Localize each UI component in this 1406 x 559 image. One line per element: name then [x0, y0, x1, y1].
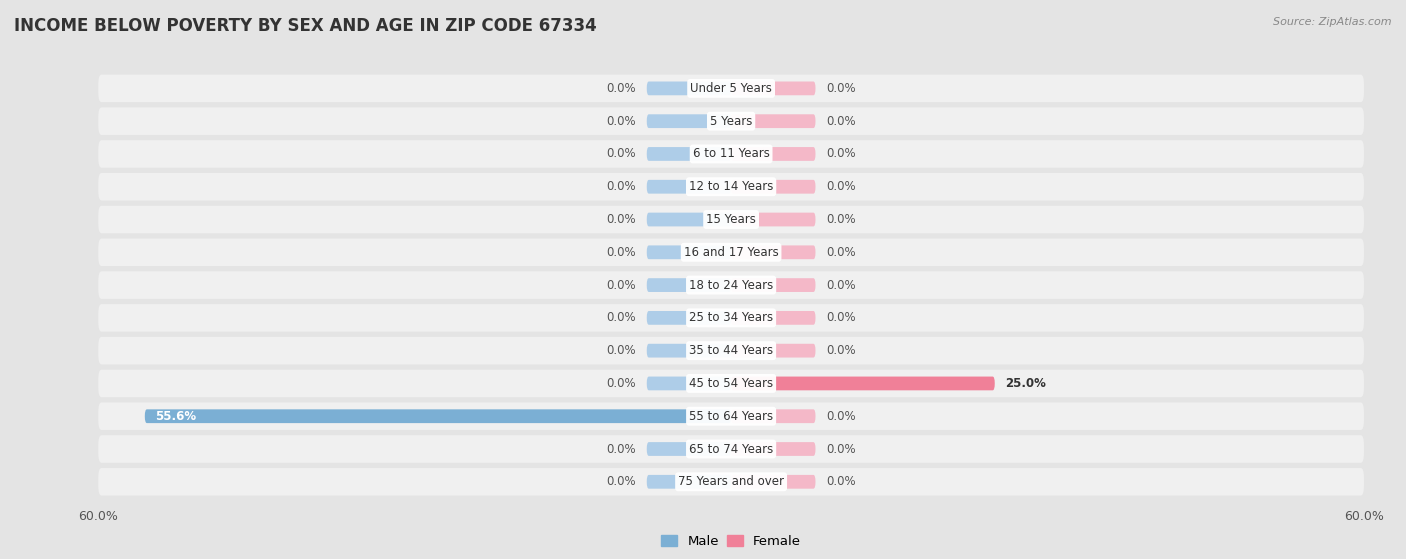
Text: 0.0%: 0.0%	[606, 278, 636, 292]
FancyBboxPatch shape	[731, 278, 815, 292]
FancyBboxPatch shape	[647, 344, 731, 358]
Text: Source: ZipAtlas.com: Source: ZipAtlas.com	[1274, 17, 1392, 27]
FancyBboxPatch shape	[647, 377, 731, 390]
FancyBboxPatch shape	[98, 468, 1364, 496]
Text: 0.0%: 0.0%	[606, 443, 636, 456]
FancyBboxPatch shape	[731, 180, 815, 193]
Text: 45 to 54 Years: 45 to 54 Years	[689, 377, 773, 390]
FancyBboxPatch shape	[731, 442, 815, 456]
FancyBboxPatch shape	[647, 278, 731, 292]
FancyBboxPatch shape	[731, 114, 815, 128]
Text: 0.0%: 0.0%	[606, 377, 636, 390]
Text: 6 to 11 Years: 6 to 11 Years	[693, 148, 769, 160]
Text: 0.0%: 0.0%	[825, 410, 856, 423]
FancyBboxPatch shape	[647, 147, 731, 161]
FancyBboxPatch shape	[145, 409, 731, 423]
Text: 0.0%: 0.0%	[825, 246, 856, 259]
FancyBboxPatch shape	[98, 304, 1364, 331]
FancyBboxPatch shape	[731, 377, 994, 390]
FancyBboxPatch shape	[98, 140, 1364, 168]
FancyBboxPatch shape	[98, 337, 1364, 364]
FancyBboxPatch shape	[647, 180, 731, 193]
FancyBboxPatch shape	[731, 245, 815, 259]
Text: 65 to 74 Years: 65 to 74 Years	[689, 443, 773, 456]
FancyBboxPatch shape	[647, 114, 731, 128]
FancyBboxPatch shape	[98, 74, 1364, 102]
Text: 0.0%: 0.0%	[606, 82, 636, 95]
Text: 0.0%: 0.0%	[606, 213, 636, 226]
Text: 0.0%: 0.0%	[606, 246, 636, 259]
Text: 0.0%: 0.0%	[825, 278, 856, 292]
FancyBboxPatch shape	[98, 173, 1364, 201]
FancyBboxPatch shape	[647, 442, 731, 456]
Text: 0.0%: 0.0%	[825, 213, 856, 226]
Text: 0.0%: 0.0%	[606, 344, 636, 357]
Text: 0.0%: 0.0%	[606, 311, 636, 324]
FancyBboxPatch shape	[731, 311, 815, 325]
FancyBboxPatch shape	[98, 435, 1364, 463]
Text: 15 Years: 15 Years	[706, 213, 756, 226]
Text: 0.0%: 0.0%	[825, 82, 856, 95]
FancyBboxPatch shape	[98, 369, 1364, 397]
Text: 0.0%: 0.0%	[825, 180, 856, 193]
FancyBboxPatch shape	[647, 82, 731, 95]
Text: 0.0%: 0.0%	[606, 148, 636, 160]
Text: 25.0%: 25.0%	[1005, 377, 1046, 390]
Text: 25 to 34 Years: 25 to 34 Years	[689, 311, 773, 324]
Text: Under 5 Years: Under 5 Years	[690, 82, 772, 95]
FancyBboxPatch shape	[731, 344, 815, 358]
FancyBboxPatch shape	[98, 206, 1364, 233]
Text: 0.0%: 0.0%	[825, 344, 856, 357]
Text: 0.0%: 0.0%	[825, 475, 856, 489]
Legend: Male, Female: Male, Female	[655, 529, 807, 553]
FancyBboxPatch shape	[731, 475, 815, 489]
Text: 55.6%: 55.6%	[155, 410, 197, 423]
Text: 0.0%: 0.0%	[825, 443, 856, 456]
Text: 16 and 17 Years: 16 and 17 Years	[683, 246, 779, 259]
FancyBboxPatch shape	[731, 409, 815, 423]
FancyBboxPatch shape	[98, 402, 1364, 430]
FancyBboxPatch shape	[647, 475, 731, 489]
FancyBboxPatch shape	[731, 82, 815, 95]
Text: 0.0%: 0.0%	[606, 115, 636, 127]
FancyBboxPatch shape	[98, 239, 1364, 266]
FancyBboxPatch shape	[647, 311, 731, 325]
Text: 0.0%: 0.0%	[825, 148, 856, 160]
Text: 5 Years: 5 Years	[710, 115, 752, 127]
Text: 75 Years and over: 75 Years and over	[678, 475, 785, 489]
Text: 0.0%: 0.0%	[606, 180, 636, 193]
Text: 35 to 44 Years: 35 to 44 Years	[689, 344, 773, 357]
FancyBboxPatch shape	[98, 271, 1364, 299]
FancyBboxPatch shape	[98, 107, 1364, 135]
Text: 12 to 14 Years: 12 to 14 Years	[689, 180, 773, 193]
FancyBboxPatch shape	[731, 212, 815, 226]
Text: 0.0%: 0.0%	[825, 311, 856, 324]
Text: 55 to 64 Years: 55 to 64 Years	[689, 410, 773, 423]
Text: 18 to 24 Years: 18 to 24 Years	[689, 278, 773, 292]
FancyBboxPatch shape	[647, 212, 731, 226]
Text: 0.0%: 0.0%	[606, 475, 636, 489]
FancyBboxPatch shape	[731, 147, 815, 161]
FancyBboxPatch shape	[647, 245, 731, 259]
Text: INCOME BELOW POVERTY BY SEX AND AGE IN ZIP CODE 67334: INCOME BELOW POVERTY BY SEX AND AGE IN Z…	[14, 17, 596, 35]
Text: 0.0%: 0.0%	[825, 115, 856, 127]
